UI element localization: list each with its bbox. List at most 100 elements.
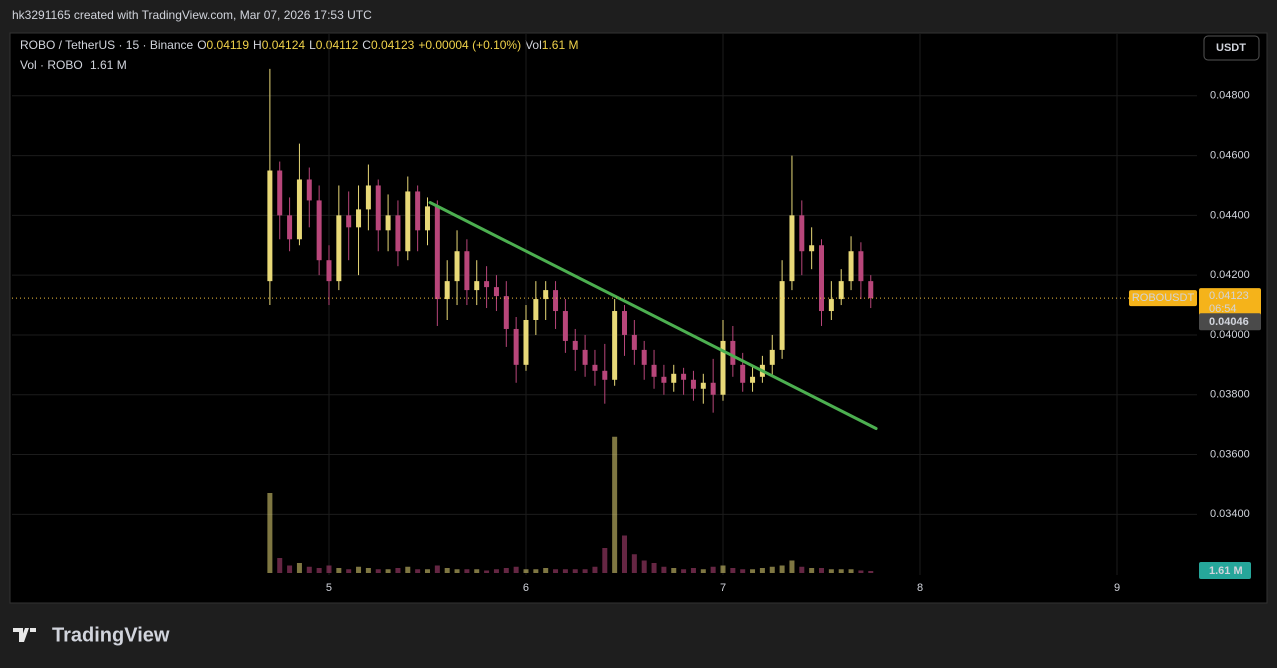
- candle-body: [474, 281, 480, 291]
- y-tick-label: 0.03800: [1210, 389, 1250, 401]
- chart-panel: [9, 32, 1268, 604]
- candle-body: [592, 364, 598, 371]
- candle-body: [533, 299, 539, 320]
- volume-bar: [434, 565, 440, 573]
- candle-body: [572, 340, 578, 350]
- volume-bar: [365, 568, 371, 573]
- candle-body: [621, 311, 627, 335]
- volume-bar: [819, 568, 825, 573]
- volume-bar: [641, 560, 647, 573]
- legend-key: C: [362, 38, 371, 52]
- volume-tag-label: 1.61 M: [1209, 565, 1243, 577]
- footer-brand: TradingView: [52, 624, 170, 646]
- volume-bar: [828, 569, 834, 573]
- volume-tag: [1199, 561, 1251, 579]
- currency-button-label[interactable]: USDT: [1216, 42, 1246, 54]
- volume-bar: [375, 569, 381, 573]
- candle-body: [493, 287, 499, 297]
- y-tick-label: 0.04800: [1210, 90, 1250, 102]
- volume-bar: [671, 568, 677, 573]
- volume-bar: [336, 568, 342, 573]
- volume-bar: [513, 566, 519, 573]
- candle-body: [710, 382, 716, 395]
- y-tick-label: 0.03400: [1210, 508, 1250, 520]
- trendline: [428, 201, 878, 431]
- candle-body: [799, 215, 805, 252]
- legend-value: 1.61 M: [542, 38, 579, 52]
- candle-body: [277, 170, 283, 216]
- volume-bar: [326, 565, 332, 573]
- x-tick-label: 5: [326, 582, 332, 594]
- y-tick-label: 0.04200: [1210, 269, 1250, 281]
- candle-body: [848, 251, 854, 282]
- volume-bar: [424, 569, 430, 573]
- legend-key: L: [309, 38, 316, 52]
- price-tag-value: 0.04123: [1209, 290, 1249, 302]
- y-tick-label: 0.03600: [1210, 448, 1250, 460]
- candle-body: [769, 349, 775, 365]
- legend-key: O: [197, 38, 206, 52]
- volume-bar: [592, 566, 598, 573]
- level-tag: [1199, 313, 1261, 331]
- volume-bar: [454, 569, 460, 573]
- volume-bar: [346, 569, 352, 573]
- candle-body: [681, 373, 687, 380]
- x-tick-label: 8: [917, 582, 923, 594]
- volume-bar: [493, 569, 499, 573]
- candle-body: [779, 281, 785, 350]
- candle-body: [503, 296, 509, 329]
- legend-row: ROBO / TetherUS · 15 · Binance O0.04119 H0…: [20, 38, 578, 52]
- candle-body: [484, 281, 490, 288]
- candle-body: [287, 215, 293, 240]
- volume-bar: [543, 568, 549, 573]
- currency-button[interactable]: [1203, 35, 1260, 61]
- volume-bar: [730, 568, 736, 573]
- volume-bar: [710, 566, 716, 573]
- candle-body: [385, 215, 391, 231]
- candle-body: [267, 170, 273, 282]
- footer-logo: TradingView: [13, 624, 170, 646]
- legend-value: 0.04123: [371, 38, 415, 52]
- volume-bar: [562, 569, 568, 573]
- volume-bar: [769, 566, 775, 573]
- volume-bar: [306, 566, 312, 573]
- volume-bar: [267, 493, 273, 573]
- volume-bar: [444, 568, 450, 573]
- candle-body: [582, 349, 588, 365]
- candle-body: [789, 215, 795, 282]
- level-tag-label: 0.04046: [1209, 316, 1249, 328]
- candle-body: [444, 281, 450, 300]
- candle-body: [858, 251, 864, 282]
- symbol-tag: [1129, 290, 1197, 307]
- candle-body: [356, 209, 362, 228]
- volume-bar: [838, 569, 844, 573]
- volume-bar: [779, 565, 785, 573]
- volume-bar: [799, 566, 805, 573]
- candle-body: [730, 340, 736, 365]
- legend-value: 0.04124: [262, 38, 306, 52]
- volume-bar: [503, 568, 509, 573]
- candle-body: [523, 319, 529, 365]
- volume-bar: [533, 569, 539, 573]
- legend-value: 0.04112: [316, 38, 359, 52]
- candle-body: [405, 191, 411, 252]
- candle-body: [365, 185, 371, 210]
- x-tick-label: 9: [1114, 582, 1120, 594]
- y-tick-label: 0.04000: [1210, 329, 1250, 341]
- candle-body: [641, 349, 647, 365]
- volume-bar: [848, 569, 854, 573]
- volume-bar: [661, 566, 667, 573]
- candle-body: [671, 373, 677, 383]
- volume-bar: [681, 569, 687, 573]
- candle-body: [809, 245, 815, 252]
- volume-bar: [484, 570, 490, 573]
- candle-body: [415, 191, 421, 231]
- candle-body: [296, 179, 302, 240]
- candle-body: [700, 382, 706, 389]
- legend-symbol: ROBO / TetherUS · 15 · Binance: [20, 38, 194, 52]
- volume-bar: [750, 569, 756, 573]
- y-tick-label: 0.04600: [1210, 149, 1250, 161]
- volume-bar: [474, 569, 480, 573]
- volume-bar: [612, 436, 618, 573]
